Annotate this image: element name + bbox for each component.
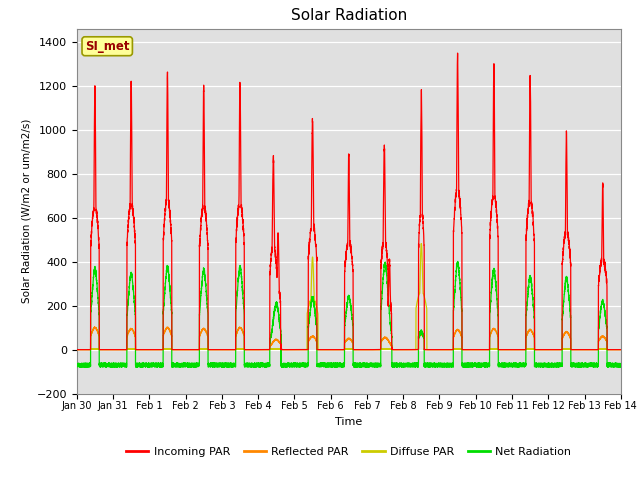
Legend: Incoming PAR, Reflected PAR, Diffuse PAR, Net Radiation: Incoming PAR, Reflected PAR, Diffuse PAR… xyxy=(122,442,576,461)
Title: Solar Radiation: Solar Radiation xyxy=(291,9,407,24)
Text: SI_met: SI_met xyxy=(85,40,129,53)
Y-axis label: Solar Radiation (W/m2 or um/m2/s): Solar Radiation (W/m2 or um/m2/s) xyxy=(21,119,31,303)
X-axis label: Time: Time xyxy=(335,417,362,427)
